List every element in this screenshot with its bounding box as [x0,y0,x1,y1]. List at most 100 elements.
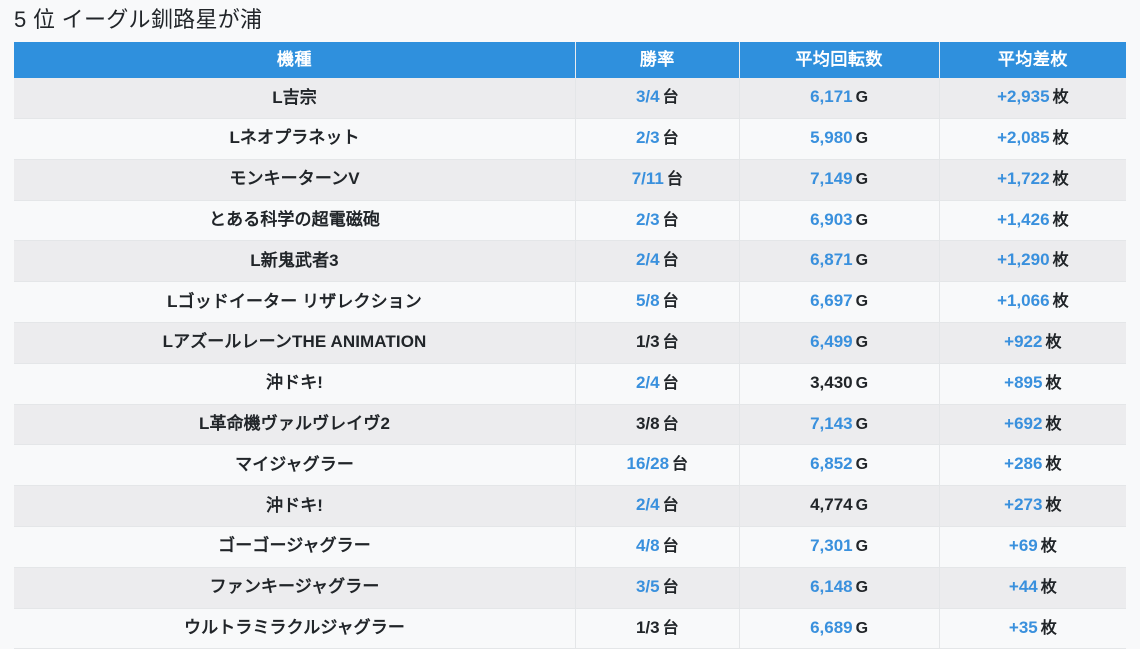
cell-average-diff: +273 枚 [939,485,1126,528]
cell-machine-name: L吉宗 [14,78,577,120]
cell-average-spins-value: 6,697 [810,291,853,311]
cell-win-rate-unit: 台 [662,619,679,637]
cell-average-diff-value: +35 [1008,617,1038,637]
cell-average-spins-value: 7,143 [810,413,853,433]
cell-win-rate: 2/4 台 [575,240,740,283]
cell-win-rate: 1/3 台 [575,608,740,649]
cell-average-diff: +44 枚 [939,567,1126,609]
cell-win-rate: 2/3 台 [575,118,740,160]
cell-average-spins-value: 6,871 [810,250,853,270]
cell-win-rate: 3/5 台 [575,567,740,609]
cell-average-diff-unit: 枚 [1052,211,1069,229]
cell-average-spins: 6,903 G [739,200,940,242]
column-header-machine: 機種 [14,42,577,79]
cell-win-rate-unit: 台 [662,252,679,270]
cell-win-rate-unit: 台 [666,170,683,188]
cell-win-rate-value: 4/8 [635,536,660,556]
cell-average-diff-value: +692 [1004,413,1043,433]
cell-machine-name: モンキーターンV [14,159,577,201]
cell-win-rate: 2/3 台 [575,200,740,242]
cell-win-rate: 4/8 台 [575,526,740,568]
cell-average-spins-unit: G [855,578,869,596]
cell-win-rate: 2/4 台 [575,363,740,405]
cell-average-spins: 7,143 G [739,404,940,446]
cell-average-diff-unit: 枚 [1045,456,1062,474]
cell-win-rate: 16/28 台 [575,444,740,487]
cell-win-rate-value: 2/4 [635,250,660,270]
cell-average-spins-unit: G [855,374,869,392]
cell-win-rate-unit: 台 [662,415,679,433]
cell-win-rate-value: 3/8 [635,413,660,433]
cell-win-rate-unit: 台 [662,293,679,311]
cell-average-diff-unit: 枚 [1052,130,1069,148]
cell-average-spins: 4,774 G [739,485,940,528]
cell-average-diff: +35 枚 [939,608,1126,649]
cell-average-diff-value: +286 [1004,454,1043,474]
cell-machine-name: マイジャグラー [14,444,577,487]
cell-win-rate: 1/3 台 [575,322,740,364]
cell-average-diff-value: +2,935 [997,87,1050,107]
table-row: 沖ドキ! 2/4 台 3,430 G +895 枚 [14,363,1126,405]
cell-win-rate-value: 5/8 [635,291,660,311]
cell-average-spins-unit: G [855,293,869,311]
table-row: ウルトラミラクルジャグラー 1/3 台 6,689 G +35 枚 [14,608,1126,649]
cell-average-diff-value: +69 [1008,536,1038,556]
cell-average-spins-value: 7,301 [810,536,853,556]
cell-win-rate: 5/8 台 [575,281,740,324]
cell-win-rate-value: 2/4 [635,372,660,392]
cell-average-diff-unit: 枚 [1045,415,1062,433]
cell-average-spins: 7,301 G [739,526,940,568]
cell-win-rate-unit: 台 [662,497,679,515]
cell-win-rate-value: 7/11 [631,168,664,188]
cell-machine-name: LアズールレーンTHE ANIMATION [14,322,577,364]
cell-average-spins-unit: G [855,619,869,637]
cell-average-diff-unit: 枚 [1045,374,1062,392]
cell-win-rate-value: 1/3 [635,332,660,352]
cell-average-spins-unit: G [855,170,869,188]
cell-average-spins: 6,171 G [739,78,940,120]
cell-average-diff-value: +2,085 [997,128,1050,148]
cell-average-diff: +1,426 枚 [939,200,1126,242]
cell-win-rate: 2/4 台 [575,485,740,528]
cell-average-spins-value: 7,149 [810,168,853,188]
cell-win-rate: 7/11 台 [575,159,740,201]
cell-average-diff-value: +44 [1008,576,1038,596]
cell-win-rate-unit: 台 [672,456,689,474]
cell-average-diff-unit: 枚 [1052,170,1069,188]
cell-machine-name: 沖ドキ! [14,485,577,528]
table-row: L新鬼武者3 2/4 台 6,871 G +1,290 枚 [14,240,1126,283]
table-row: とある科学の超電磁砲 2/3 台 6,903 G +1,426 枚 [14,200,1126,242]
cell-average-diff-unit: 枚 [1040,619,1057,637]
cell-machine-name: ウルトラミラクルジャグラー [14,608,577,649]
cell-average-spins-value: 6,148 [810,576,853,596]
cell-average-spins: 5,980 G [739,118,940,160]
column-header-average-spins: 平均回転数 [739,42,940,79]
cell-win-rate-unit: 台 [662,211,679,229]
cell-win-rate-value: 1/3 [635,617,660,637]
cell-average-diff-unit: 枚 [1052,293,1069,311]
cell-average-spins: 6,689 G [739,608,940,649]
cell-average-spins: 6,697 G [739,281,940,324]
cell-average-diff-value: +1,290 [997,250,1050,270]
table-header-row: 機種 勝率 平均回転数 平均差枚 [14,42,1126,79]
cell-average-diff-value: +1,066 [997,291,1050,311]
cell-average-spins: 7,149 G [739,159,940,201]
cell-average-diff: +922 枚 [939,322,1126,364]
cell-win-rate-value: 2/4 [635,495,660,515]
cell-average-spins-value: 3,430 [810,372,853,392]
cell-average-diff-value: +273 [1004,495,1043,515]
cell-average-diff-value: +1,722 [997,168,1050,188]
table-row: 沖ドキ! 2/4 台 4,774 G +273 枚 [14,485,1126,528]
cell-average-diff: +2,935 枚 [939,78,1126,120]
cell-average-diff-unit: 枚 [1052,89,1069,107]
cell-average-spins-unit: G [855,252,869,270]
cell-average-spins-value: 6,689 [810,617,853,637]
cell-average-spins: 6,871 G [739,240,940,283]
cell-average-diff-value: +895 [1004,372,1043,392]
cell-average-spins: 6,852 G [739,444,940,487]
table-row: ファンキージャグラー 3/5 台 6,148 G +44 枚 [14,567,1126,609]
cell-win-rate-unit: 台 [662,578,679,596]
page-title: 5 位 イーグル釧路星が浦 [14,7,263,32]
cell-win-rate-value: 3/4 [635,87,660,107]
table-row: L革命機ヴァルヴレイヴ2 3/8 台 7,143 G +692 枚 [14,404,1126,446]
